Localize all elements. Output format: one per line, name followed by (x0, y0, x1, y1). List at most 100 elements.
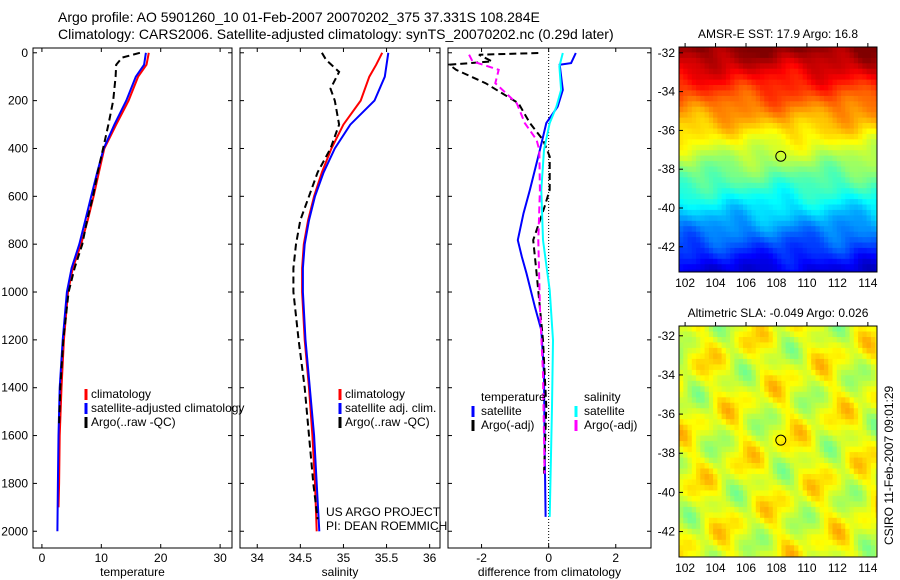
map-cell (721, 408, 727, 415)
map-cell (696, 220, 701, 227)
map-cell (794, 326, 799, 333)
map-cell (836, 419, 842, 426)
map-cell (713, 545, 718, 552)
map-cell (858, 47, 863, 53)
map-cell (751, 468, 757, 475)
map-cell (713, 430, 718, 437)
map-cell (845, 545, 851, 552)
map-cell (785, 101, 791, 108)
x-tick-label: 10 (95, 551, 109, 565)
map-cell (806, 331, 812, 338)
map-cell (747, 90, 753, 97)
map-cell (683, 523, 689, 530)
map-cell (849, 353, 855, 360)
map-cell (764, 474, 770, 481)
map-cell (708, 446, 714, 453)
map-cell (730, 150, 736, 157)
map-cell (858, 258, 863, 265)
map-cell (708, 106, 714, 113)
map-cell (853, 506, 859, 513)
map-cell (870, 231, 876, 238)
map-cell (760, 79, 765, 86)
map-cell (734, 364, 740, 371)
map-cell (819, 79, 825, 86)
map-cell (862, 369, 868, 376)
map-cell (721, 523, 727, 530)
map-cell (768, 408, 774, 415)
map-cell (802, 490, 808, 497)
map-cell (708, 452, 714, 459)
map-cell (875, 155, 877, 162)
map-cell (866, 242, 872, 249)
map-cell (781, 528, 787, 535)
map-cell (696, 85, 701, 91)
map-cell (858, 528, 863, 535)
map-cell (777, 490, 782, 497)
map-cell (708, 155, 714, 162)
map-cell (819, 269, 825, 272)
map-cell (696, 408, 701, 415)
map-cell (760, 117, 765, 124)
map-cell (836, 264, 842, 271)
map-cell (828, 479, 834, 486)
map-cell (870, 342, 876, 349)
map-cell (700, 463, 706, 470)
map-cell (853, 463, 859, 470)
map-cell (866, 342, 872, 349)
map-cell (841, 182, 846, 189)
map-cell (858, 247, 863, 254)
map-cell (713, 523, 718, 530)
map-cell (687, 139, 693, 146)
map-cell (725, 74, 731, 81)
map-cell (717, 258, 723, 265)
map-cell (751, 369, 757, 376)
map-cell (870, 435, 876, 442)
map-cell (828, 182, 834, 189)
map-cell (730, 534, 736, 541)
map-cell (725, 193, 731, 200)
map-cell (836, 171, 842, 178)
map-cell (683, 231, 689, 238)
map-cell (789, 435, 795, 442)
x-tick-label: 20 (154, 551, 168, 565)
map-cell (875, 419, 877, 426)
map-cell (713, 512, 718, 519)
map-cell (760, 501, 765, 508)
map-cell (785, 419, 791, 426)
map-cell (743, 47, 748, 53)
map-cell (751, 101, 757, 108)
map-cell (730, 204, 736, 211)
map-cell (798, 193, 804, 200)
map-cell (734, 128, 740, 135)
map-cell (832, 106, 838, 113)
map-cell (853, 364, 859, 371)
map-cell (704, 90, 710, 97)
map-cell (853, 90, 859, 97)
map-cell (679, 95, 684, 102)
map-cell (687, 539, 693, 546)
map-cell (870, 90, 876, 97)
map-cell (708, 375, 714, 382)
map-cell (836, 199, 842, 206)
map-cell (738, 528, 744, 535)
map-cell (751, 506, 757, 513)
map-cell (704, 253, 710, 260)
map-cell (751, 457, 757, 464)
map-cell (811, 506, 817, 513)
map-cell (708, 430, 714, 437)
map-cell (875, 199, 877, 206)
map-cell (700, 47, 706, 53)
map-cell (836, 397, 842, 404)
map-cell (764, 264, 770, 271)
map-cell (875, 220, 877, 227)
map-cell (700, 101, 706, 108)
map-cell (747, 391, 753, 398)
map-cell (708, 353, 714, 360)
legend-label: Argo(-adj) (481, 418, 534, 432)
map-cell (734, 408, 740, 415)
map-cell (751, 253, 757, 260)
map-cell (858, 269, 863, 272)
map-cell (760, 550, 765, 557)
map-cell (687, 375, 693, 382)
map-cell (751, 550, 757, 557)
